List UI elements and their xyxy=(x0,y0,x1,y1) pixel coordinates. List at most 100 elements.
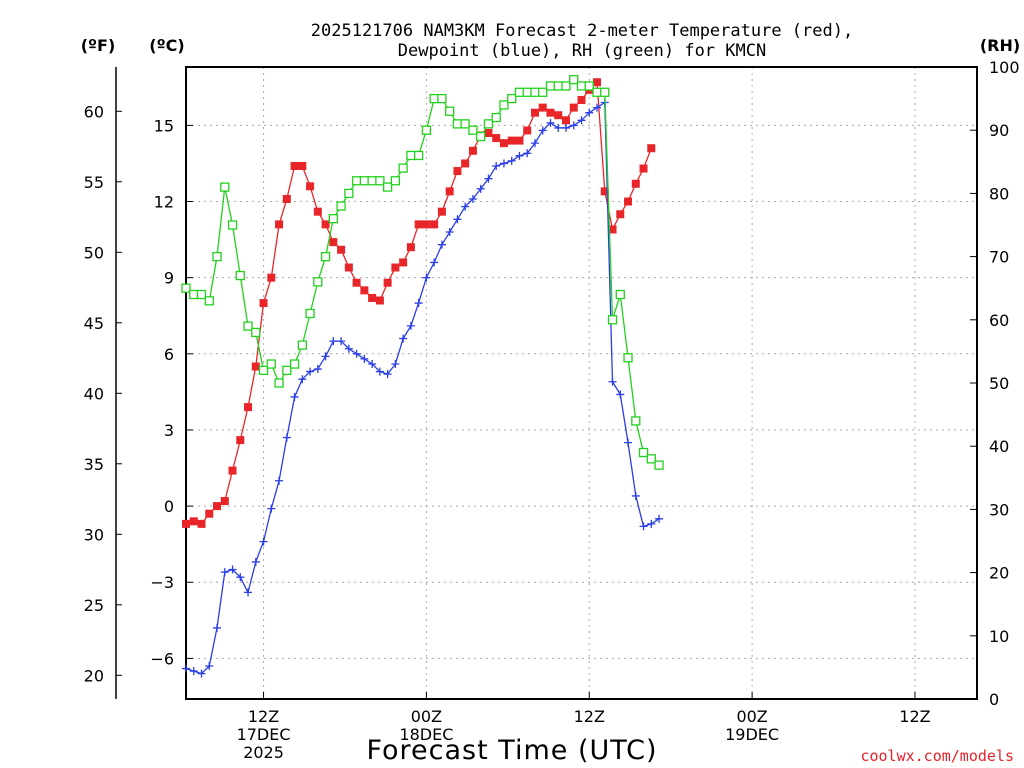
fahrenheit-tick-label: 30 xyxy=(84,525,104,544)
rh-point xyxy=(584,81,594,91)
celsius-tick-label: −3 xyxy=(150,573,174,592)
rh-point xyxy=(638,447,649,458)
dewpoint-point xyxy=(430,258,439,267)
rh-point xyxy=(569,74,579,85)
rh-tick-labels: 0 10 20 30 40 50 60 70 80 90 100 xyxy=(970,58,1020,709)
rh-point xyxy=(382,182,393,192)
2-meter-temperature-point xyxy=(329,238,338,247)
dewpoint-point xyxy=(461,202,470,211)
2-meter-temperature-point xyxy=(530,108,539,117)
2-meter-temperature-point xyxy=(484,128,493,137)
rh-point xyxy=(328,214,338,224)
dewpoint-point xyxy=(399,334,408,343)
dewpoint-point xyxy=(275,476,284,485)
dewpoint-point xyxy=(337,337,346,346)
2-meter-temperature-point xyxy=(492,134,501,143)
time-tick-label: 2025 xyxy=(243,743,284,762)
dewpoint-point xyxy=(213,623,222,632)
rh-tick-label: 60 xyxy=(989,311,1009,330)
2-meter-temperature-point xyxy=(383,278,392,287)
time-tick-label: 00Z xyxy=(411,707,442,726)
rh-point xyxy=(445,106,455,116)
rh-tick-label: 70 xyxy=(989,248,1009,267)
2-meter-temperature-point xyxy=(228,466,237,475)
rh-point xyxy=(313,277,323,287)
celsius-tick-label: 6 xyxy=(164,345,174,364)
fahrenheit-tick-label: 20 xyxy=(84,666,104,685)
2-meter-temperature-point xyxy=(639,164,648,173)
time-tick-label: 12Z xyxy=(248,707,279,726)
rh-point xyxy=(212,251,222,262)
dewpoint-point xyxy=(577,116,586,125)
time-tick-label: 00Z xyxy=(736,707,767,726)
rh-point xyxy=(631,416,641,426)
dewpoint-point xyxy=(561,123,570,132)
dewpoint-point xyxy=(189,667,198,676)
rh-point xyxy=(553,81,563,91)
dewpoint-point xyxy=(515,151,524,160)
rh-point xyxy=(390,176,401,186)
rh-point xyxy=(289,359,300,369)
2-meter-temperature-point xyxy=(569,103,578,112)
2-meter-temperature-point xyxy=(631,179,640,188)
2-meter-temperature-point xyxy=(344,263,353,272)
dewpoint-point xyxy=(298,375,307,384)
rh-point xyxy=(235,270,245,281)
rh-point xyxy=(468,125,478,135)
rh-tick-label: 40 xyxy=(989,437,1009,456)
rh-point xyxy=(359,176,370,186)
rh-point xyxy=(437,93,447,104)
dewpoint-point xyxy=(445,227,454,236)
rh-point xyxy=(297,340,307,350)
rh-point xyxy=(351,176,362,186)
dewpoint-point xyxy=(197,669,206,678)
plot-frame xyxy=(185,66,978,700)
rh-point xyxy=(545,81,556,91)
dewpoint-point xyxy=(492,161,501,170)
dewpoint-point xyxy=(344,344,353,353)
2-meter-temperature-point xyxy=(213,502,222,511)
2-meter-temperature-point xyxy=(244,403,253,412)
dewpoint-point xyxy=(538,126,547,135)
dewpoint-point xyxy=(476,184,485,193)
dewpoint-line xyxy=(185,101,660,675)
gridlines xyxy=(186,67,977,699)
rh-point xyxy=(375,176,385,186)
2-meter-temperature-point xyxy=(461,159,470,168)
2-meter-temperature-point xyxy=(406,243,415,252)
dewpoint-point xyxy=(306,367,315,376)
dewpoint-point xyxy=(631,491,640,500)
fahrenheit-tick-label: 35 xyxy=(84,455,104,474)
rh-point xyxy=(189,289,199,300)
rh-point xyxy=(421,125,432,135)
2-meter-temperature-point xyxy=(624,197,633,206)
fahrenheit-tick-labels: 20 25 30 35 40 45 50 55 60 xyxy=(84,102,122,685)
dewpoint-point xyxy=(593,103,602,112)
time-tick-label: 17DEC xyxy=(237,725,291,744)
rh-point xyxy=(538,87,548,97)
2-meter-temperature-point xyxy=(515,136,524,145)
rh-point xyxy=(406,150,416,161)
rh-point xyxy=(476,131,486,142)
rh-tick-label: 20 xyxy=(989,564,1009,583)
dewpoint-point xyxy=(530,139,539,148)
2-meter-temperature-point xyxy=(275,220,284,229)
series-layer xyxy=(181,74,664,678)
2-meter-temperature-point xyxy=(375,296,384,305)
2-meter-temperature-point xyxy=(337,245,346,254)
rh-point xyxy=(514,87,525,97)
dewpoint-point xyxy=(290,392,299,401)
fahrenheit-tick-label: 50 xyxy=(84,243,104,262)
dewpoint-point xyxy=(282,433,291,442)
2-meter-temperature-point xyxy=(391,263,400,272)
time-tick-label: 12Z xyxy=(899,707,930,726)
celsius-tick-label: 3 xyxy=(164,421,174,440)
rh-point xyxy=(646,454,656,464)
2-meter-temperature-point xyxy=(321,220,330,229)
celsius-tick-label: 9 xyxy=(164,269,174,288)
dewpoint-point xyxy=(639,522,648,531)
rh-point xyxy=(220,182,230,192)
rh-unit-label: (RH) xyxy=(980,36,1020,55)
dewpoint-point xyxy=(182,664,190,673)
2-meter-temperature-point xyxy=(220,497,229,506)
